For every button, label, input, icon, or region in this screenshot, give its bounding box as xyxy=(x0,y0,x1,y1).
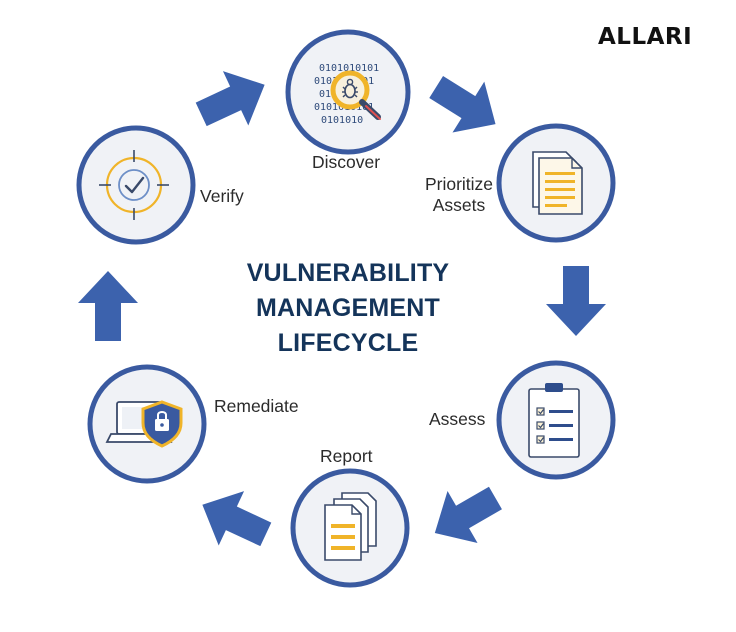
arrow-verify-to-discover xyxy=(188,57,278,142)
arrow-assess-to-report xyxy=(419,472,511,559)
stage-label-prioritize-line-2: Assets xyxy=(432,195,486,215)
stage-label-prioritize-line-1: Prioritize xyxy=(424,174,494,194)
svg-text:0101010101: 0101010101 xyxy=(319,63,379,74)
documents-icon xyxy=(532,151,583,215)
title-line-3: LIFECYCLE xyxy=(277,329,419,357)
magnifier-bug-icon xyxy=(330,70,381,120)
arrow-remediate-to-verify xyxy=(78,271,138,341)
target-check-icon xyxy=(99,150,169,220)
clipboard-checklist-icon xyxy=(528,383,580,458)
arrow-report-to-remediate xyxy=(189,477,279,562)
laptop-shield-icon xyxy=(105,400,183,448)
report-pages-icon xyxy=(324,492,377,561)
stage-label-discover: Discover xyxy=(312,152,381,172)
stage-label-prioritize: Prioritize Assets xyxy=(416,174,502,216)
title-line-1: VULNERABILITY xyxy=(246,259,450,287)
stage-label-report: Report xyxy=(320,446,373,466)
stage-label-remediate: Remediate xyxy=(214,396,299,416)
stage-label-verify: Verify xyxy=(200,186,244,206)
diagram-title: VULNERABILITY MANAGEMENT LIFECYCLE xyxy=(200,256,496,361)
arrow-prioritize-to-assess xyxy=(546,266,606,336)
title-line-2: MANAGEMENT xyxy=(256,294,440,322)
svg-text:0101010: 0101010 xyxy=(321,115,363,126)
brand-logo: ALLARI xyxy=(598,24,693,50)
stage-label-assess: Assess xyxy=(429,409,486,429)
arrow-discover-to-prioritize xyxy=(420,61,512,150)
